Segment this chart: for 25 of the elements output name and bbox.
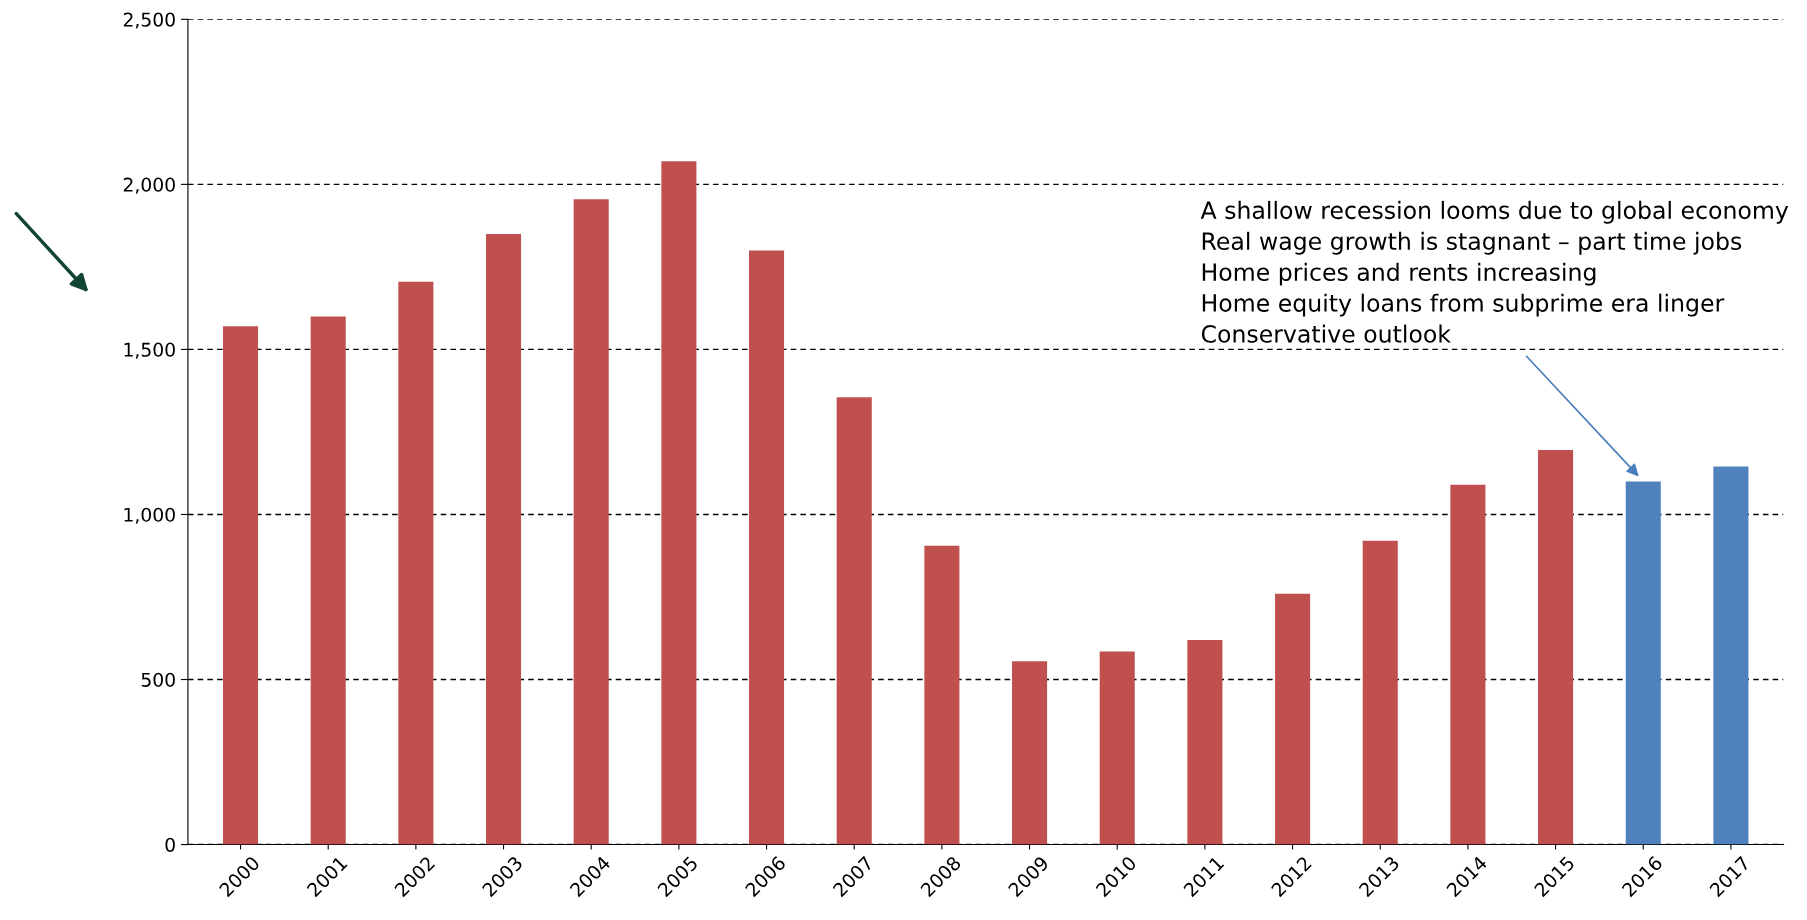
y-tick-label: 0 [165,837,175,852]
bar [1012,661,1048,845]
bar [1538,450,1574,845]
bar [1450,484,1486,845]
bar [1625,481,1661,845]
bar [310,316,346,845]
bar [398,281,434,845]
annotation: A shallow recession looms due to global economy Real wage growth is stagnant – part time jobs Home prices and rents increasing Home equity loans from subprime era linger Conservative outlook [1200,200,1789,343]
bar [924,545,960,845]
bar [836,397,872,845]
bar [1362,540,1398,845]
bar [1187,639,1223,845]
y-tick-label: 2,000 [123,177,175,194]
bar [223,326,259,845]
bar [1099,651,1135,845]
bar [749,250,785,845]
bar [1275,593,1311,845]
y-tick-label: 500 [141,672,175,687]
bar [573,199,609,845]
bar [486,233,522,845]
bar [661,161,697,845]
y-tick-label: 2,500 [123,12,175,29]
bar [1713,466,1749,845]
y-tick-label: 1,500 [124,342,175,359]
y-tick-label: 1,000 [124,507,175,524]
